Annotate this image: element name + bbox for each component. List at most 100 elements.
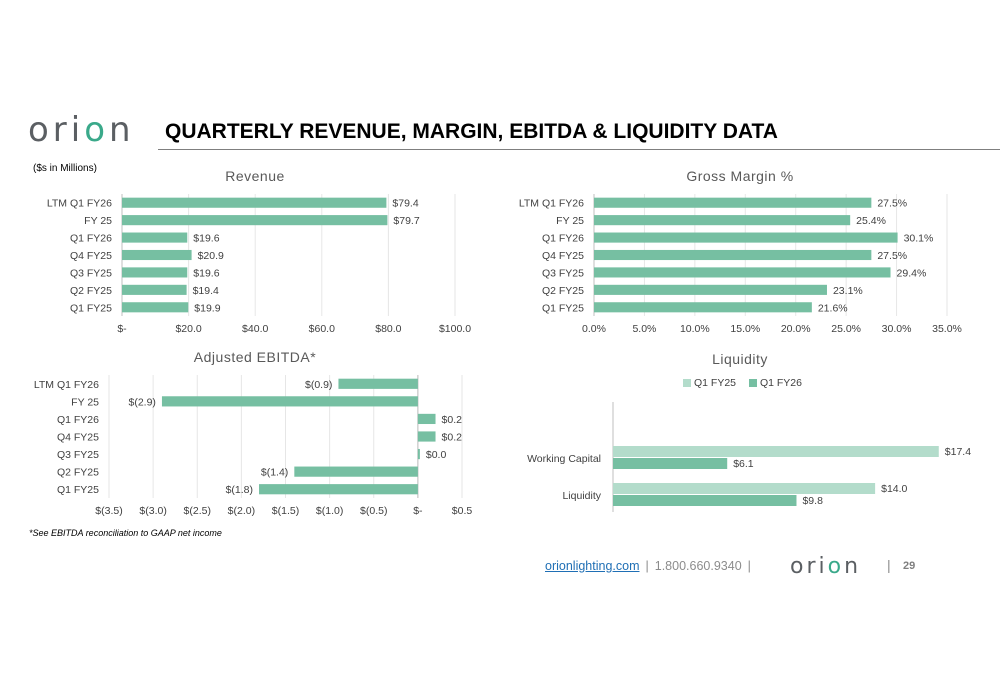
revenue-data-label: $19.6 — [193, 233, 219, 245]
revenue-category-label: Q2 FY25 — [70, 285, 112, 297]
ebitda-data-label: $0.0 — [426, 449, 447, 461]
logo-text-part: ori — [790, 554, 828, 579]
revenue-bar — [122, 197, 387, 208]
legend-item-q1-fy25: Q1 FY25 — [683, 377, 739, 389]
gross-margin-category-label: Q2 FY25 — [542, 285, 584, 297]
logo-text-part: ori — [28, 110, 85, 150]
revenue-tick-label: $60.0 — [309, 323, 335, 335]
revenue-category-label: LTM Q1 FY26 — [47, 198, 112, 210]
gross-margin-data-label: 27.5% — [877, 198, 907, 210]
gross-margin-bar — [594, 267, 891, 278]
orion-logo: orion — [28, 112, 146, 148]
ebitda-data-label: $(2.9) — [129, 396, 156, 408]
ebitda-bar — [417, 448, 420, 460]
gross-margin-bar — [594, 284, 827, 295]
ebitda-category-label: Q4 FY25 — [57, 432, 99, 444]
gross-margin-bar — [594, 197, 872, 208]
revenue-tick-label: $100.0 — [439, 323, 471, 335]
gross-margin-tick-label: 25.0% — [831, 323, 861, 335]
gross-margin-tick-label: 10.0% — [680, 323, 710, 335]
ebitda-tick-label: $(3.5) — [95, 505, 122, 517]
gross-margin-data-label: 25.4% — [856, 215, 886, 227]
gross-margin-category-label: LTM Q1 FY26 — [519, 198, 584, 210]
ebitda-tick-label: $(1.5) — [272, 505, 299, 517]
revenue-category-label: Q1 FY25 — [70, 302, 112, 314]
ebitda-tick-label: $0.5 — [452, 505, 473, 517]
revenue-data-label: $19.6 — [193, 267, 219, 279]
gross-margin-bar — [594, 232, 898, 243]
logo-accent-letter: o — [827, 554, 845, 579]
revenue-bar — [122, 249, 192, 261]
gross-margin-data-label: 29.4% — [897, 267, 927, 279]
revenue-category-label: FY 25 — [84, 215, 112, 227]
ebitda-bar — [417, 413, 436, 425]
liquidity-data-label: $6.1 — [733, 458, 754, 470]
ebitda-bar — [294, 466, 418, 477]
ebitda-tick-label: $(0.5) — [360, 505, 387, 517]
gross-margin-data-label: 30.1% — [904, 233, 934, 245]
gross-margin-bar — [594, 215, 851, 226]
website-link[interactable]: orionlighting.com — [545, 559, 640, 573]
ebitda-data-label: $(1.8) — [226, 484, 253, 496]
gross-margin-data-label: 23.1% — [833, 285, 863, 297]
liquidity-category-label: Working Capital — [527, 453, 601, 465]
ebitda-tick-label: $(1.0) — [316, 505, 343, 517]
ebitda-data-label: $(0.9) — [305, 379, 332, 391]
ebitda-bar — [161, 396, 418, 407]
gross-margin-data-label: 27.5% — [877, 250, 907, 262]
legend-label-q1-fy25: Q1 FY25 — [694, 377, 737, 389]
gross-margin-chart-title: Gross Margin % — [686, 168, 794, 184]
revenue-data-label: $19.9 — [194, 302, 220, 314]
ebitda-data-label: $(1.4) — [261, 467, 288, 479]
revenue-data-label: $19.4 — [193, 285, 219, 297]
ebitda-tick-label: $(3.0) — [139, 505, 166, 517]
logo-text-part: n — [844, 554, 862, 579]
liquidity-data-label: $14.0 — [881, 483, 907, 495]
revenue-data-label: $20.9 — [198, 250, 224, 262]
ebitda-bar — [417, 431, 436, 442]
gross-margin-tick-label: 15.0% — [730, 323, 760, 335]
liquidity-data-label: $9.8 — [802, 495, 823, 507]
page-title: QUARTERLY REVENUE, MARGIN, EBITDA & LIQU… — [165, 120, 778, 143]
gross-margin-tick-label: 35.0% — [932, 323, 962, 335]
title-divider — [158, 149, 1000, 150]
footer-separator: | — [645, 559, 649, 573]
ebitda-chart-title: Adjusted EBITDA* — [193, 349, 317, 365]
ebitda-category-label: FY 25 — [71, 396, 99, 408]
liquidity-bar — [613, 483, 876, 494]
revenue-tick-label: $40.0 — [242, 323, 268, 335]
page-number: 29 — [903, 560, 916, 572]
footer-separator: | — [747, 559, 751, 573]
ebitda-bar — [259, 484, 418, 495]
revenue-chart-title: Revenue — [225, 168, 285, 184]
logo-text-part: n — [109, 110, 135, 150]
ebitda-category-label: LTM Q1 FY26 — [34, 379, 99, 391]
gross-margin-category-label: FY 25 — [556, 215, 584, 227]
ebitda-footnote: *See EBITDA reconciliation to GAAP net i… — [29, 528, 222, 538]
revenue-tick-label: $20.0 — [175, 323, 201, 335]
footer-separator: | — [887, 557, 891, 573]
gross-margin-tick-label: 20.0% — [781, 323, 811, 335]
gross-margin-category-label: Q1 FY26 — [542, 233, 584, 245]
ebitda-tick-label: $(2.0) — [228, 505, 255, 517]
logo-accent-letter: o — [84, 110, 110, 150]
liquidity-chart-title: Liquidity — [712, 351, 768, 367]
legend-label-q1-fy26: Q1 FY26 — [759, 377, 802, 389]
ebitda-category-label: Q1 FY25 — [57, 484, 99, 496]
ebitda-category-label: Q1 FY26 — [57, 414, 99, 426]
liquidity-category-label: Liquidity — [562, 490, 601, 502]
liquidity-legend: Q1 FY25 Q1 FY26 — [683, 377, 812, 389]
revenue-category-label: Q3 FY25 — [70, 267, 112, 279]
ebitda-data-label: $0.2 — [442, 414, 463, 426]
phone-number: 1.800.660.9340 — [654, 559, 742, 573]
legend-item-q1-fy26: Q1 FY26 — [748, 377, 802, 389]
gross-margin-tick-label: 30.0% — [882, 323, 912, 335]
revenue-category-label: Q1 FY26 — [70, 233, 112, 245]
gross-margin-category-label: Q3 FY25 — [542, 267, 584, 279]
liquidity-bar — [613, 458, 728, 469]
revenue-bar — [122, 302, 189, 313]
liquidity-bar — [613, 495, 797, 506]
ebitda-category-label: Q3 FY25 — [57, 449, 99, 461]
gross-margin-data-label: 21.6% — [818, 302, 848, 314]
